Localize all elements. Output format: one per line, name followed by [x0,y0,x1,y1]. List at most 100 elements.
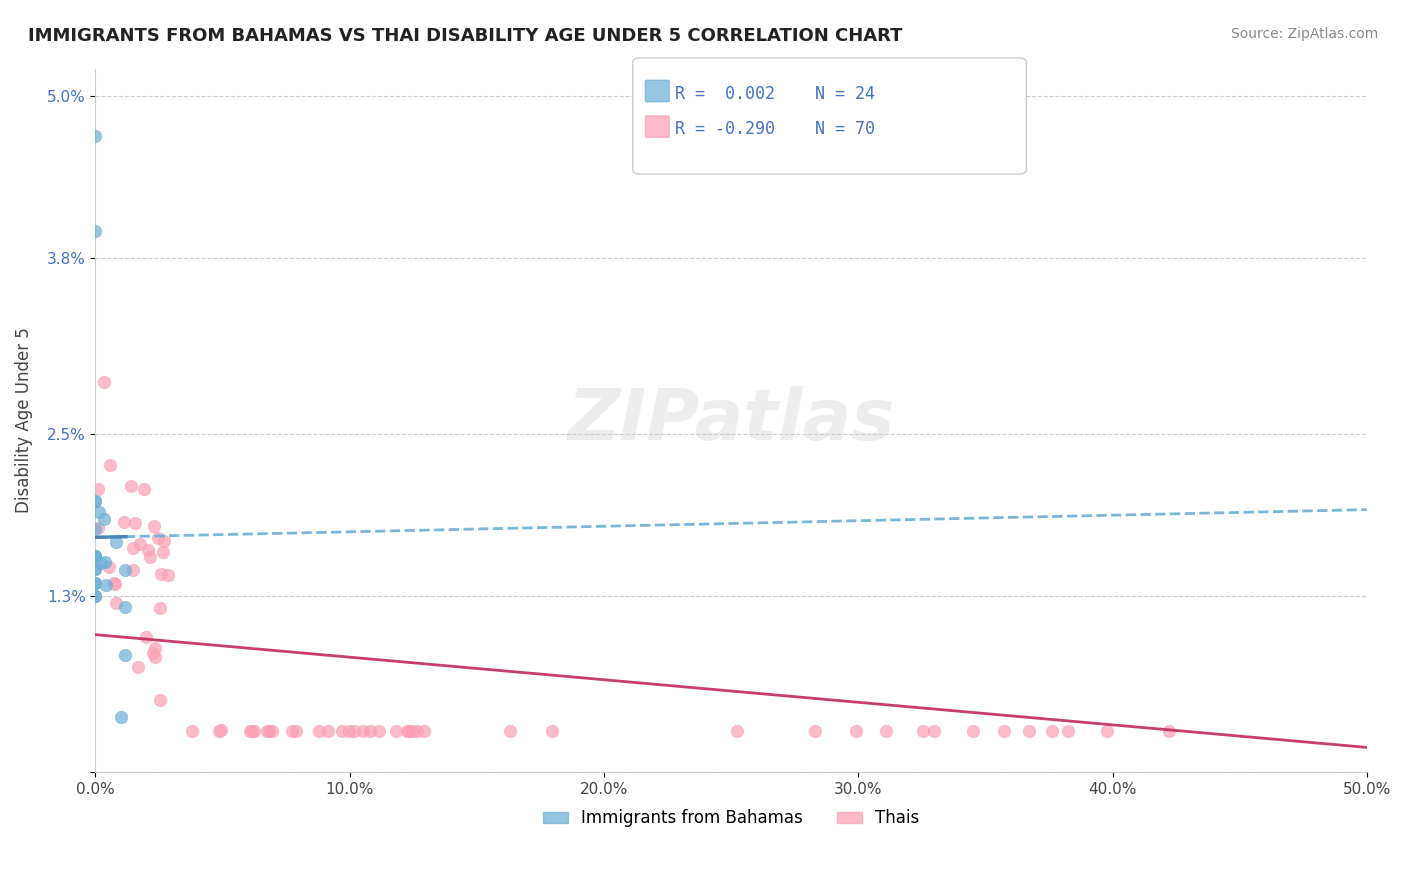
Point [84,224,107,238]
Text: IMMIGRANTS FROM BAHAMAS VS THAI DISABILITY AGE UNDER 5 CORRELATION CHART: IMMIGRANTS FROM BAHAMAS VS THAI DISABILI… [28,27,903,45]
Point [148,600,170,615]
Point [84,129,107,144]
Point [845,724,868,739]
Point [359,724,381,739]
Point [398,724,420,739]
Point [114,648,136,662]
Point [922,724,945,739]
Point [103,576,125,591]
Point [308,724,330,739]
Point [129,536,152,550]
Point [114,563,136,577]
Point [94,578,117,592]
Point [84,549,107,563]
Point [352,724,374,739]
Point [87,504,110,518]
Point [93,512,115,526]
Point [156,568,179,582]
Point [256,724,278,739]
Point [499,724,522,739]
Text: Source: ZipAtlas.com: Source: ZipAtlas.com [1230,27,1378,41]
Point [112,515,135,529]
Point [87,482,110,496]
Text: R = -0.290    N = 70: R = -0.290 N = 70 [675,120,875,138]
Point [127,660,149,674]
Point [339,724,361,739]
Point [98,458,121,472]
Text: R =  0.002    N = 24: R = 0.002 N = 24 [675,85,875,103]
Point [257,724,280,739]
Point [149,693,172,707]
Point [142,646,165,660]
Point [84,575,107,590]
Point [1157,724,1180,739]
Point [132,482,155,496]
Point [84,549,107,563]
Point [540,724,562,739]
Point [406,724,429,739]
Point [152,544,174,558]
Point [84,589,107,603]
Point [343,724,366,739]
Legend: Immigrants from Bahamas, Thais: Immigrants from Bahamas, Thais [537,803,925,834]
Point [84,589,107,603]
Point [911,724,934,739]
Point [84,522,107,536]
Point [122,541,145,556]
Point [725,724,748,739]
Point [1057,724,1080,739]
Point [149,566,172,581]
Point [962,724,984,739]
Point [209,723,232,737]
Point [281,724,304,739]
Point [330,724,353,739]
Point [139,550,162,565]
Point [316,724,339,739]
Point [87,520,110,534]
Point [124,516,146,530]
Point [136,543,159,558]
Point [401,724,423,739]
Point [153,534,176,549]
Point [181,724,204,739]
Point [84,562,107,576]
Point [143,640,166,655]
Point [240,724,263,739]
Point [239,724,262,739]
Y-axis label: Disability Age Under 5: Disability Age Under 5 [15,327,32,513]
Point [135,630,157,644]
Point [84,562,107,576]
Point [104,577,127,591]
Point [122,563,145,577]
Point [242,724,264,739]
Point [993,724,1015,739]
Point [98,560,121,574]
Point [385,724,408,739]
Point [84,494,107,508]
Point [1018,724,1040,739]
Point [412,724,434,739]
Point [875,724,897,739]
Point [90,556,112,570]
Point [143,519,166,533]
Point [105,596,128,610]
Point [262,724,284,739]
Point [1095,724,1118,739]
Point [94,555,117,569]
Point [93,376,115,390]
Point [146,531,169,545]
Point [143,649,166,664]
Point [804,724,827,739]
Point [396,724,419,739]
Point [110,710,132,724]
Point [208,724,231,739]
Point [285,724,308,739]
Point [120,479,142,493]
Text: ZIPatlas: ZIPatlas [568,385,894,455]
Point [1040,724,1063,739]
Point [368,724,391,739]
Point [84,549,107,563]
Point [114,600,136,615]
Point [84,575,107,590]
Point [84,494,107,508]
